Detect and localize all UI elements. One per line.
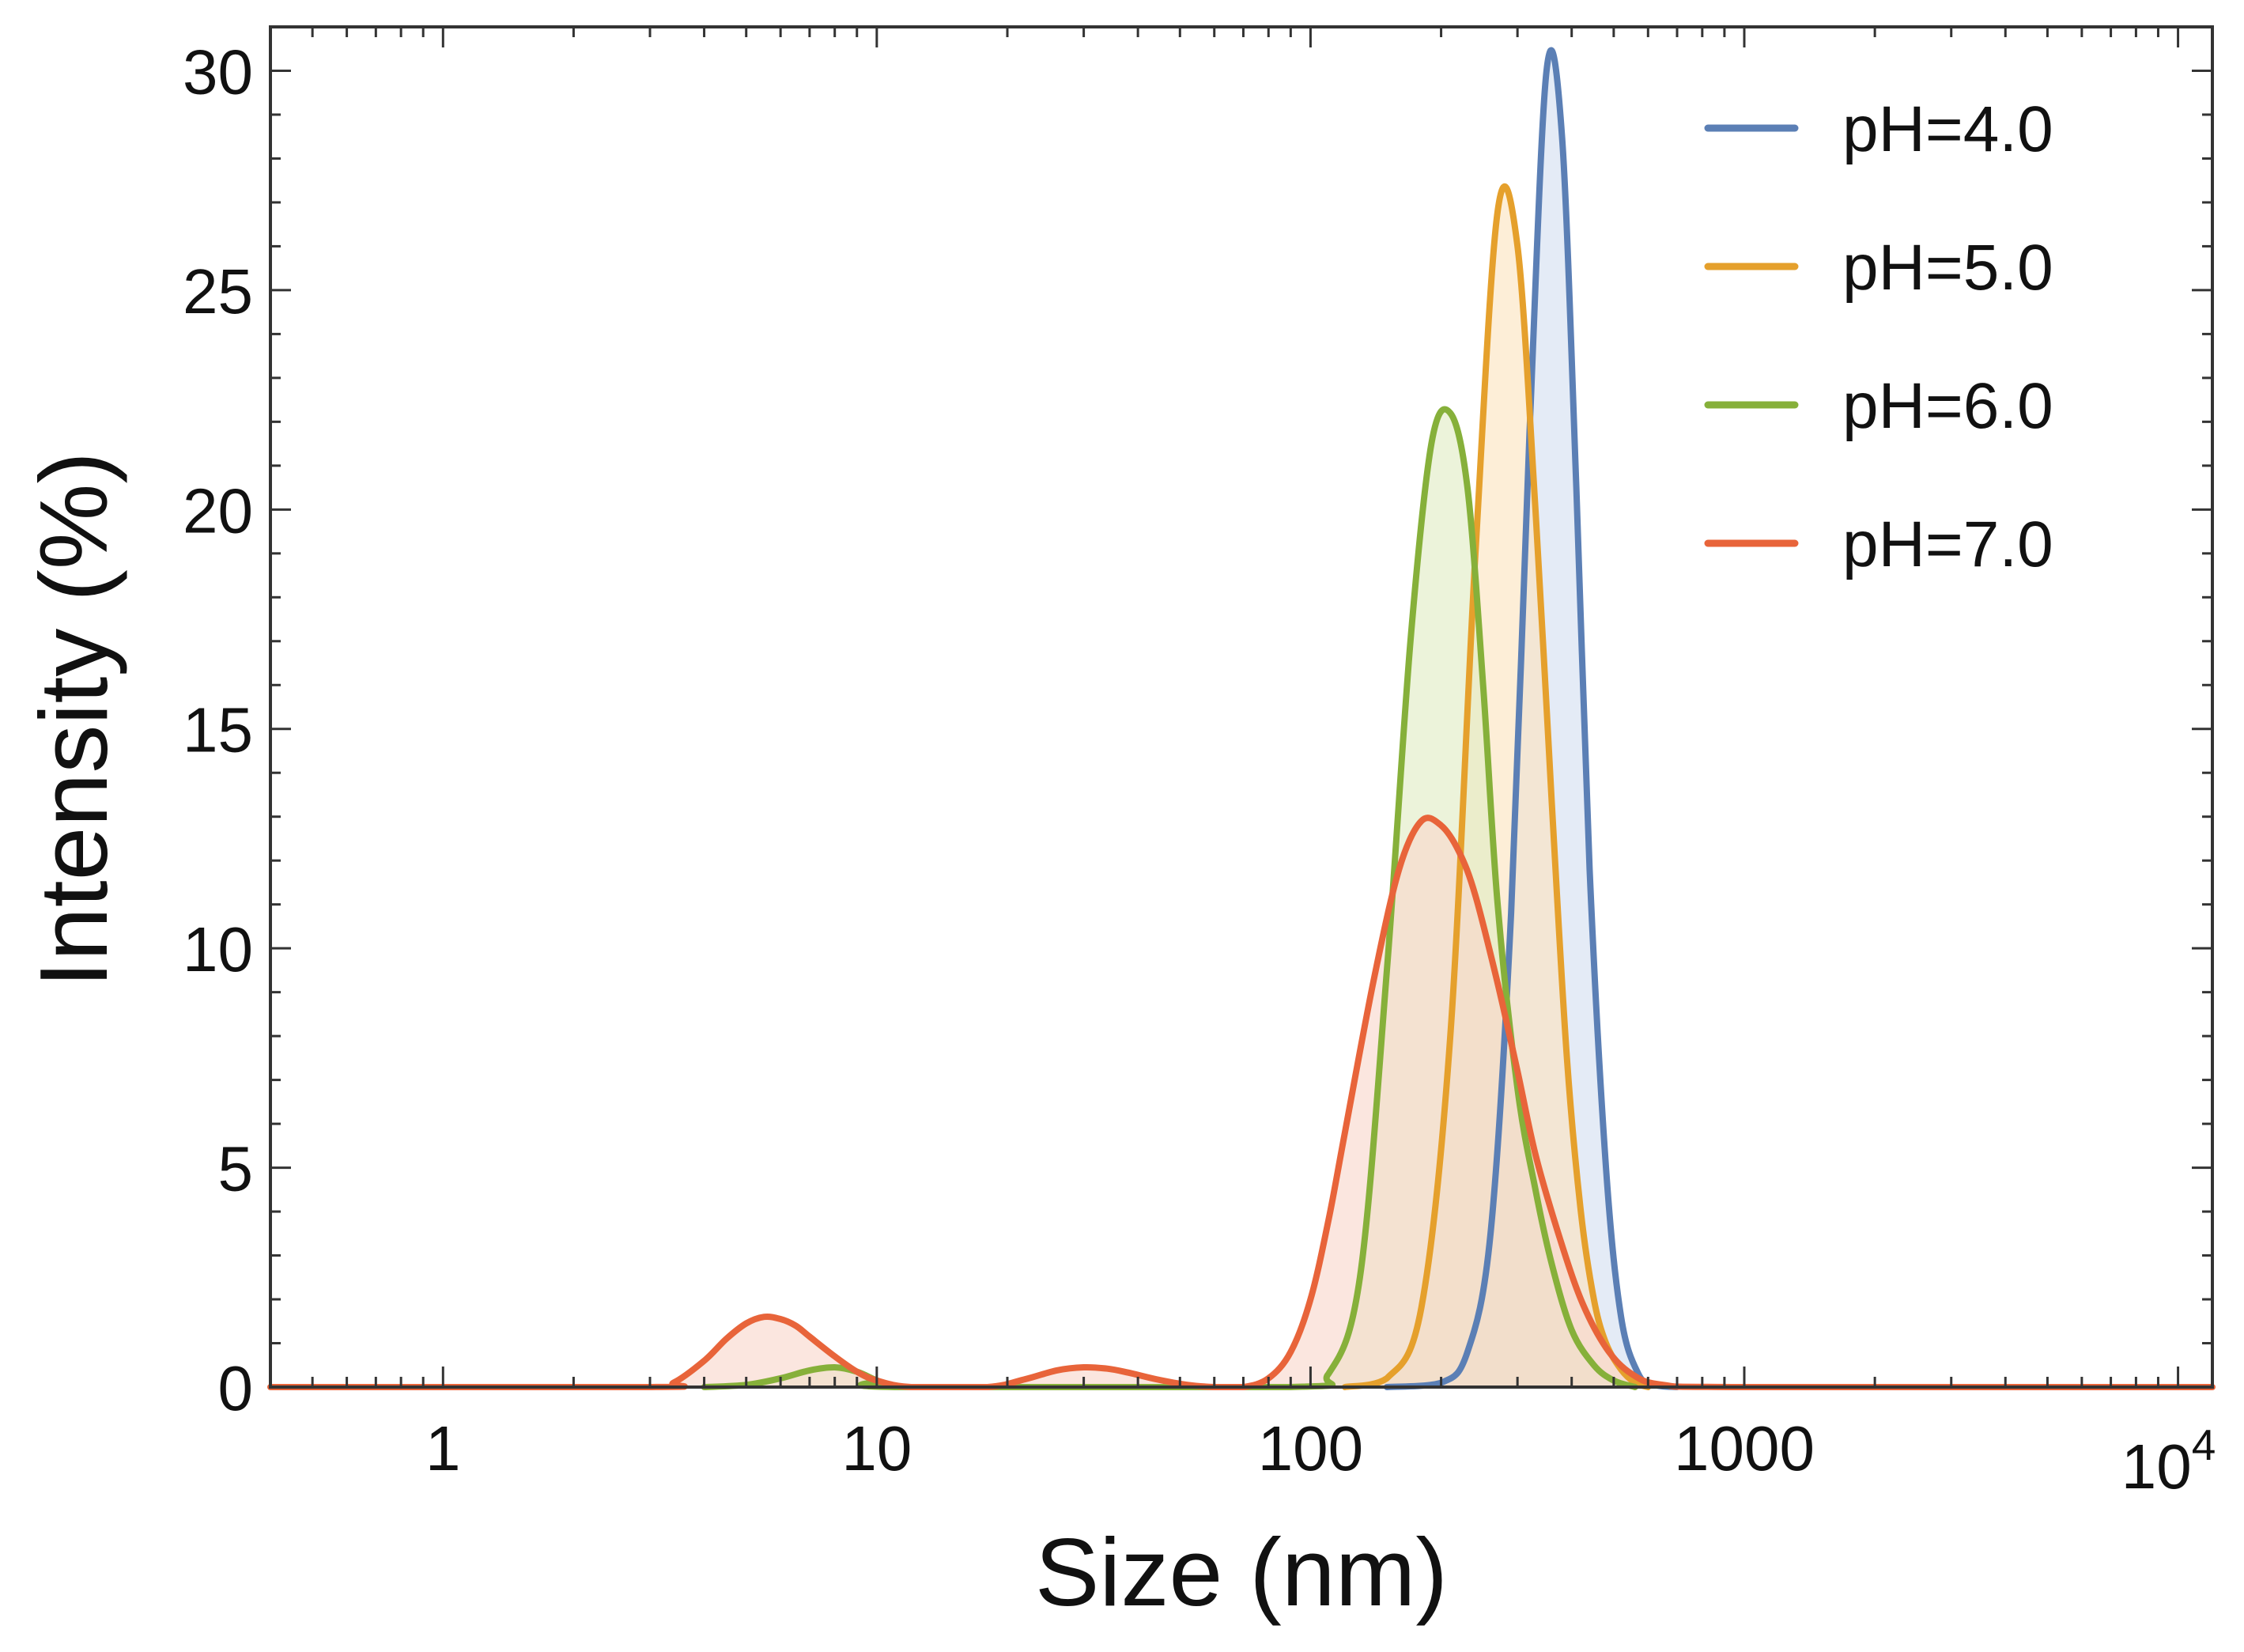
series-area-2 <box>1344 186 1649 1387</box>
axis-ticks <box>269 25 2212 1389</box>
y-tick-label: 5 <box>218 1134 254 1204</box>
x-tick-label: 1 <box>425 1413 461 1484</box>
legend-label: pH=5.0 <box>1842 232 2053 304</box>
x-tick-label: 1000 <box>1674 1413 1815 1484</box>
series-line-4 <box>267 815 2216 1391</box>
x-tick-label: 100 <box>1258 1413 1363 1484</box>
x-tick-labels: 1 10 100 1000 104 <box>425 1413 2216 1502</box>
x-axis-title: Size (nm) <box>1035 1518 1448 1626</box>
legend-label: pH=7.0 <box>1842 508 2053 580</box>
y-tick-label: 0 <box>218 1353 254 1423</box>
legend-label: pH=4.0 <box>1842 93 2053 165</box>
x-tick-label: 10 <box>841 1413 912 1484</box>
y-axis-title: Intensity (%) <box>20 452 127 988</box>
legend: pH=4.0 pH=5.0 pH=6.0 pH=7.0 <box>1704 93 2053 580</box>
y-tick-label: 15 <box>183 695 253 766</box>
series-lines <box>267 47 2216 1391</box>
y-tick-label: 10 <box>183 914 253 985</box>
x-tick-label: 104 <box>2121 1420 2216 1502</box>
plot-frame <box>269 25 2214 1389</box>
x-tick-exponent: 4 <box>2192 1420 2216 1469</box>
y-tick-labels: 0 5 10 15 20 25 30 <box>183 36 253 1423</box>
series-line-1 <box>1384 47 1680 1390</box>
series-areas <box>270 50 2212 1388</box>
y-tick-label: 30 <box>183 36 253 107</box>
y-tick-label: 20 <box>183 475 253 546</box>
legend-label: pH=6.0 <box>1842 370 2053 442</box>
series-line-2 <box>1341 183 1652 1390</box>
series-area-4 <box>270 818 2212 1387</box>
y-tick-label: 25 <box>183 256 253 327</box>
